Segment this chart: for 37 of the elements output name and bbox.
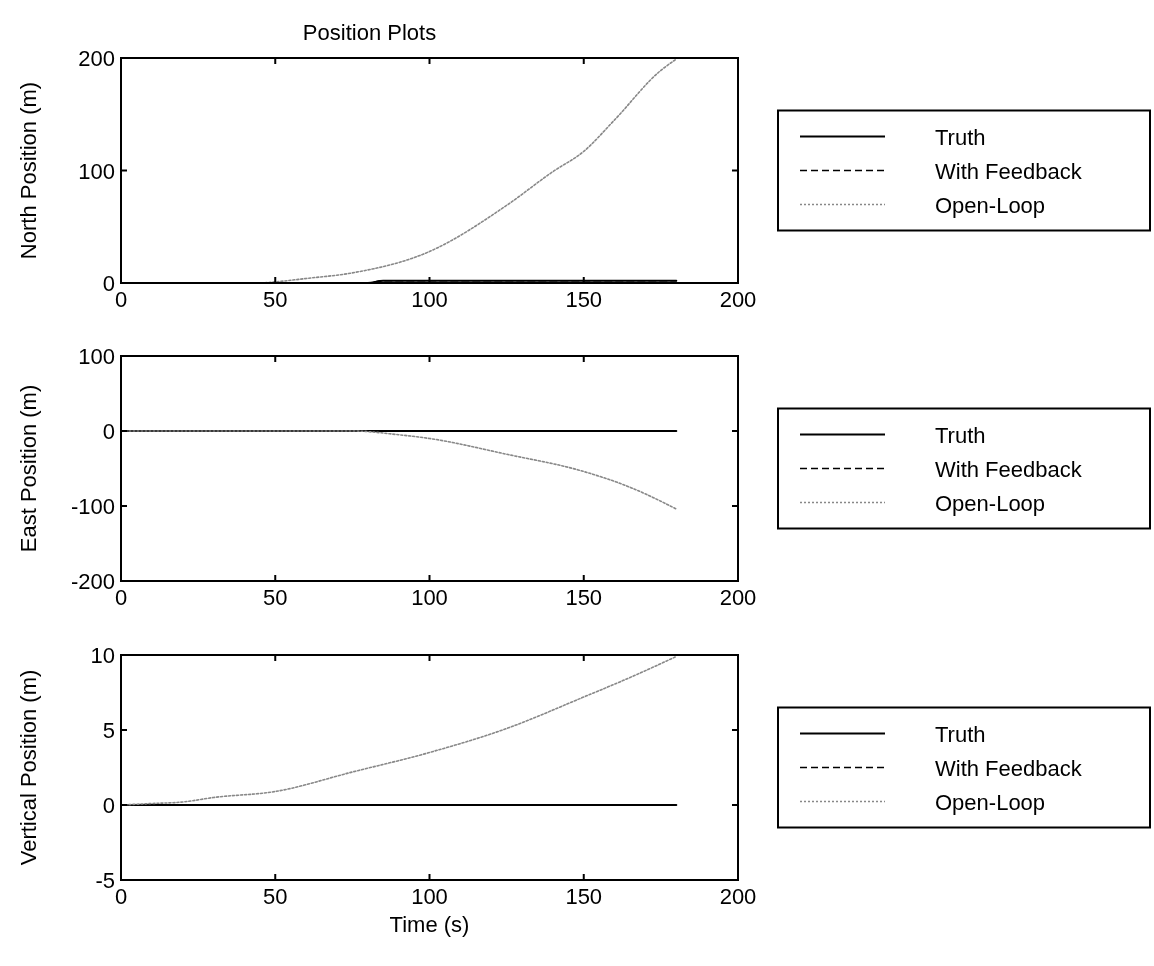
- legend-label: With Feedback: [935, 456, 1083, 482]
- y-tick-label: 0: [102, 419, 115, 444]
- legend-label: Truth: [935, 422, 986, 448]
- x-tick-label: 50: [263, 884, 288, 909]
- y-tick-label: 200: [78, 46, 115, 71]
- x-tick-label: 150: [565, 585, 603, 610]
- legend-label: With Feedback: [935, 755, 1083, 781]
- y-axis-title: North Position (m): [16, 81, 41, 260]
- y-tick-label: 0: [102, 271, 115, 296]
- y-tick-label: -100: [70, 494, 115, 519]
- chart-title: Position Plots: [302, 20, 437, 45]
- x-tick-label: 200: [719, 287, 757, 312]
- x-tick-label: 150: [565, 884, 603, 909]
- x-tick-label: 100: [411, 884, 448, 909]
- legend-label: Open-Loop: [935, 789, 1046, 815]
- y-axis-title: Vertical Position (m): [16, 669, 41, 866]
- legend-label: Truth: [935, 124, 986, 150]
- y-tick-label: 100: [78, 344, 115, 369]
- legend-label: Truth: [935, 721, 986, 747]
- y-tick-label: -200: [70, 569, 115, 594]
- x-tick-label: 200: [719, 884, 757, 909]
- legend-label: Open-Loop: [935, 490, 1046, 516]
- x-tick-label: 150: [565, 287, 603, 312]
- y-tick-label: 5: [102, 718, 115, 743]
- y-tick-label: 0: [102, 793, 115, 818]
- x-tick-label: 100: [411, 287, 448, 312]
- x-tick-label: 100: [411, 585, 448, 610]
- x-axis-title: Time (s): [389, 912, 470, 937]
- legend-label: With Feedback: [935, 158, 1083, 184]
- y-tick-label: 100: [78, 158, 115, 184]
- y-axis-title: East Position (m): [16, 384, 41, 553]
- y-tick-label: 10: [90, 643, 115, 668]
- x-tick-label: 50: [263, 585, 288, 610]
- x-tick-label: 50: [263, 287, 288, 312]
- x-tick-label: 200: [719, 585, 757, 610]
- y-tick-label: -5: [95, 868, 115, 893]
- legend-label: Open-Loop: [935, 192, 1046, 218]
